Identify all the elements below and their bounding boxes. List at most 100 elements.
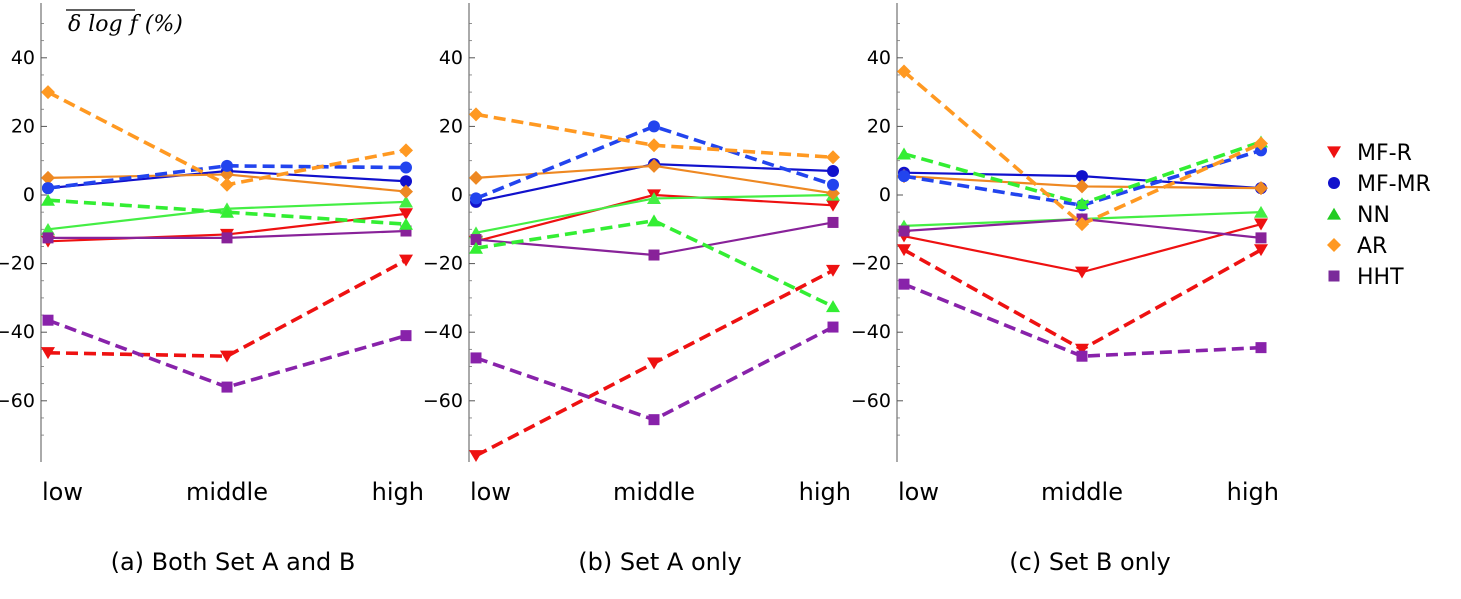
- data-point: [470, 352, 482, 364]
- y-tick-label: −20: [0, 253, 35, 275]
- y-tick-label: −20: [423, 253, 463, 275]
- y-tick-label: −60: [851, 390, 891, 412]
- legend-label: MF-R: [1357, 141, 1412, 166]
- x-tick-label: high: [372, 478, 424, 506]
- x-tick-label: middle: [613, 478, 695, 506]
- series-line: [903, 282, 1262, 359]
- data-point: [647, 214, 661, 227]
- data-point: [826, 300, 840, 313]
- data-point: [41, 170, 55, 185]
- data-point: [648, 414, 660, 426]
- data-point: [399, 217, 413, 230]
- data-point: [470, 234, 482, 246]
- data-point: [1076, 170, 1088, 183]
- data-point: [1075, 197, 1089, 210]
- data-point: [399, 195, 413, 208]
- data-point: [647, 158, 661, 173]
- legend-marker: [1327, 146, 1341, 159]
- data-point: [648, 120, 660, 133]
- data-point: [399, 143, 413, 158]
- series-line: [47, 258, 407, 359]
- data-point: [826, 186, 840, 201]
- data-point: [1254, 136, 1268, 151]
- y-tick-label: −40: [423, 321, 463, 343]
- data-point: [1075, 217, 1089, 232]
- series-ar-solid: [41, 167, 413, 199]
- x-tick-label: middle: [1041, 478, 1123, 506]
- y-tick-label: −40: [0, 321, 35, 343]
- x-tick-label: middle: [186, 478, 268, 506]
- y-tick-label: 20: [11, 115, 35, 137]
- legend-label: AR: [1357, 234, 1387, 259]
- legend-item-nn: NN: [1327, 203, 1390, 228]
- data-point: [1254, 244, 1268, 257]
- x-tick-label: low: [470, 478, 511, 506]
- data-point: [470, 192, 482, 205]
- data-point: [1254, 205, 1268, 218]
- data-point: [400, 161, 412, 174]
- data-point: [41, 347, 55, 360]
- legend-label: HHT: [1357, 265, 1404, 290]
- data-point: [41, 85, 55, 100]
- data-point: [647, 138, 661, 153]
- series-hht-solid: [470, 216, 839, 261]
- y-tick-label: 0: [879, 184, 891, 206]
- y-axis-label: δ log f (%): [68, 12, 183, 37]
- y-tick-label: 40: [11, 47, 35, 69]
- x-tick-label: high: [799, 478, 851, 506]
- y-tick-label: 0: [23, 184, 35, 206]
- series-nn-dashed: [41, 193, 413, 230]
- data-point: [827, 178, 839, 191]
- y-tick-label: 0: [451, 184, 463, 206]
- series-mf-r-dashed: [897, 244, 1268, 356]
- series-mf-mr-dashed: [470, 120, 839, 205]
- data-point: [826, 150, 840, 165]
- data-point: [648, 249, 660, 261]
- data-point: [897, 244, 911, 257]
- data-point: [220, 177, 234, 192]
- data-point: [221, 159, 233, 172]
- x-tick-label: low: [898, 478, 939, 506]
- data-point: [469, 241, 483, 254]
- legend-item-mf-r: MF-R: [1327, 141, 1412, 166]
- data-point: [41, 223, 55, 235]
- legend-item-ar: AR: [1327, 234, 1387, 259]
- data-point: [220, 205, 234, 218]
- series-line: [47, 198, 407, 226]
- chart-panel-3: 40 20 0 −20 −40 −60 low middle high (c) Set B onl…: [851, 3, 1279, 576]
- data-point: [42, 232, 54, 244]
- data-point: [399, 254, 413, 267]
- data-point: [42, 314, 54, 326]
- y-tick-label: −40: [851, 321, 891, 343]
- series-line: [475, 325, 834, 422]
- data-point: [400, 175, 412, 188]
- data-point: [221, 381, 233, 393]
- y-tick-label: 40: [867, 47, 891, 69]
- y-tick-label: 40: [439, 47, 463, 69]
- series-line: [903, 248, 1262, 352]
- legend-marker: [1327, 207, 1341, 220]
- data-point: [221, 232, 233, 244]
- data-point: [827, 164, 839, 177]
- data-point: [42, 182, 54, 195]
- data-point: [1075, 343, 1089, 356]
- data-point: [1255, 342, 1267, 354]
- series-line: [475, 218, 834, 309]
- data-point: [898, 278, 910, 290]
- y-tick-label: −20: [851, 253, 891, 275]
- data-point: [826, 199, 840, 212]
- series-line: [475, 124, 834, 201]
- data-point: [1254, 181, 1268, 196]
- y-tick-label: 20: [867, 115, 891, 137]
- series-mf-r-dashed: [41, 254, 413, 363]
- data-point: [469, 170, 483, 185]
- data-point: [647, 192, 661, 205]
- series-hht-dashed: [898, 278, 1267, 362]
- data-point: [469, 450, 483, 462]
- data-point: [1254, 218, 1268, 231]
- series-hht-dashed: [42, 314, 412, 393]
- series-mf-mr-dashed: [42, 159, 412, 195]
- x-tick-label: low: [42, 478, 83, 506]
- series-ar-dashed: [469, 107, 840, 165]
